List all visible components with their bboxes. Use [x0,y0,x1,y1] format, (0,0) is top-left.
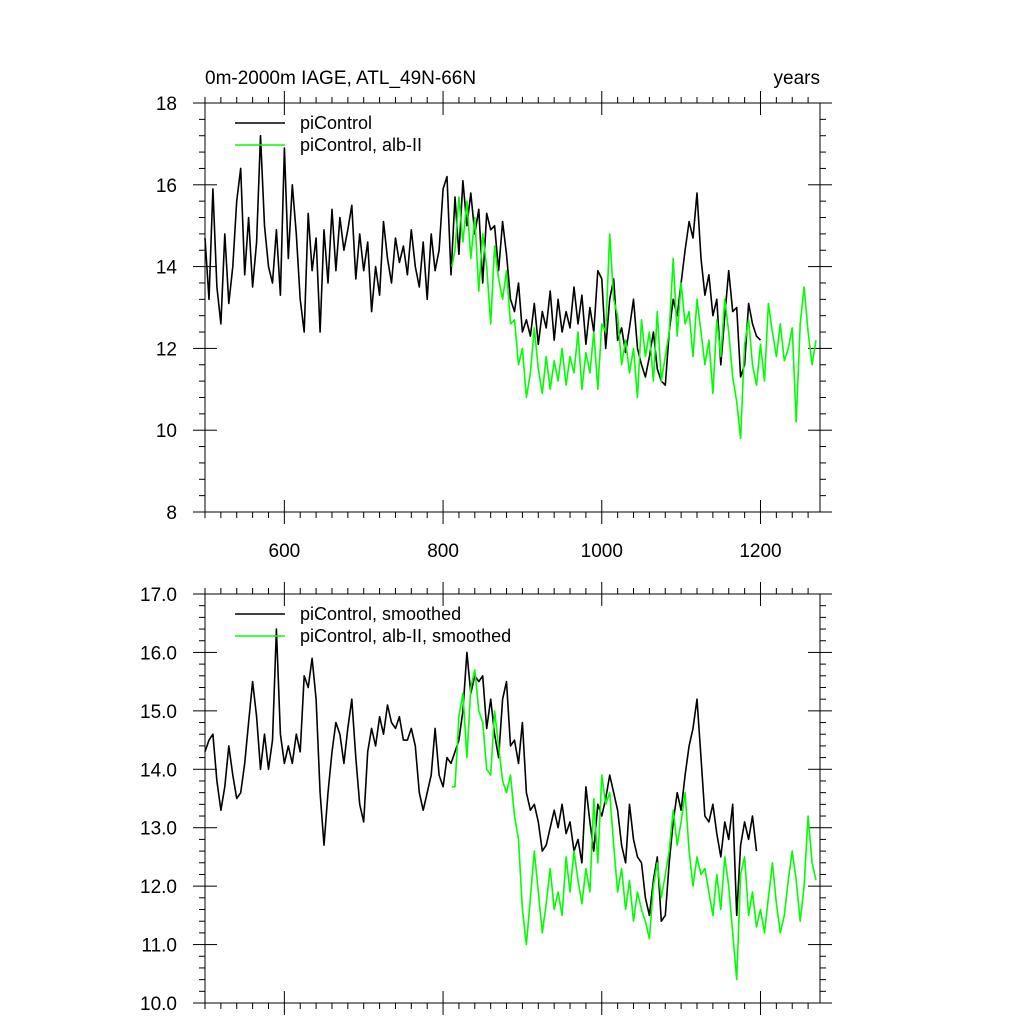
chart-title-right: years [774,68,820,89]
series-line-1 [204,134,762,386]
legend-label: piControl, alb-II [300,135,422,155]
y-tick-label: 12 [156,339,177,360]
y-tick-label: 12.0 [140,877,177,898]
x-tick-label: 600 [269,541,301,562]
bottom-panel: 10.0 11.0 12.0 13.0 14.0 15.0 16.0 17.0 piContro… [140,582,832,1015]
x-tick-label: 1000 [581,541,623,562]
y-tick-label: 13.0 [140,819,177,840]
legend-label: piControl [300,113,372,133]
y-tick-label: 16.0 [140,643,177,664]
x-tick-label: 1200 [739,541,781,562]
y-tick-label: 14.0 [140,760,177,781]
y-tick-label: 8 [166,503,177,524]
legend-label: piControl, alb-II, smoothed [300,626,511,646]
top-panel: 0m-2000m IAGE, ATL_49N-66N years 8 10 12 14 16… [156,68,832,562]
chart-title-left: 0m-2000m IAGE, ATL_49N-66N [205,68,476,89]
legend-label: piControl, smoothed [300,604,461,624]
y-tick-label: 17.0 [140,585,177,606]
x-tick-label: 800 [427,541,459,562]
y-tick-label: 10 [156,421,177,442]
series-line-2 [451,196,817,440]
y-tick-label: 15.0 [140,702,177,723]
y-tick-label: 11.0 [141,936,177,957]
y-tick-label: 10.0 [140,994,177,1015]
plot-frame [204,102,821,513]
series-line-1 [204,628,758,922]
series-line-2 [451,669,817,981]
plot-frame [204,593,821,1004]
y-tick-label: 14 [156,258,178,279]
y-tick-label: 16 [156,176,177,197]
y-tick-label: 18 [156,94,177,115]
